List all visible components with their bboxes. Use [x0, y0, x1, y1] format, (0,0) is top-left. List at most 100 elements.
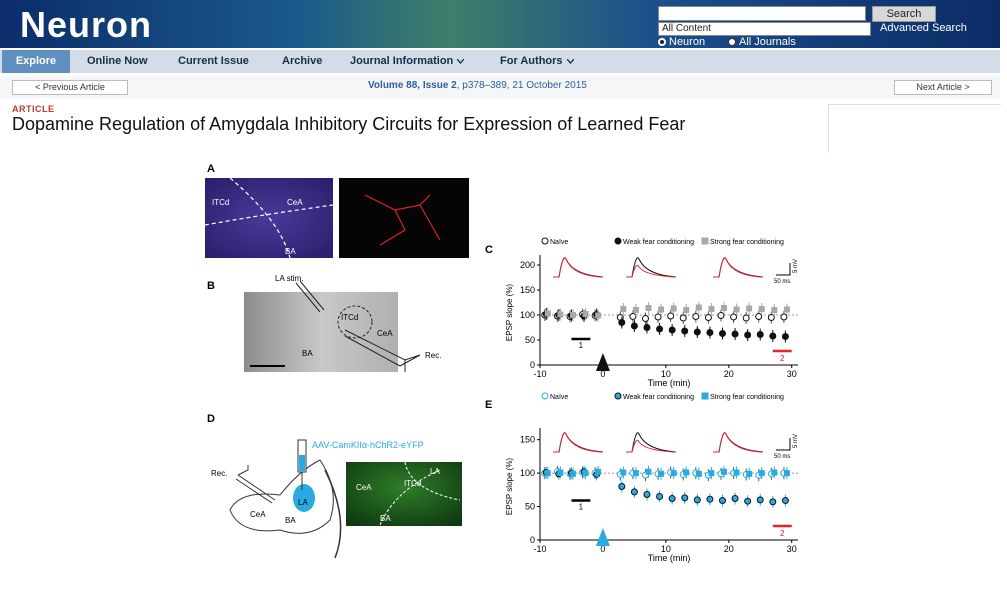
nav-item[interactable]: For Authors — [500, 50, 574, 73]
issue-details: , p378–389, 21 October 2015 — [456, 80, 587, 91]
data-point — [544, 310, 551, 317]
search-button[interactable]: Search — [872, 6, 936, 22]
region-label: BA — [302, 349, 313, 358]
search-input[interactable] — [658, 6, 866, 21]
chevron — [566, 59, 574, 64]
radio[interactable]: All Journals — [728, 36, 796, 48]
stimulus-arrow — [595, 353, 610, 371]
nav-label: Explore — [15, 55, 57, 67]
issue-link[interactable]: Volume 88, Issue 2 — [368, 80, 457, 91]
data-point — [569, 312, 576, 318]
legend-marker — [541, 392, 549, 400]
logo[interactable]: Neuron — [20, 4, 152, 45]
data-point — [658, 470, 665, 477]
injection-site — [293, 484, 315, 512]
data-point — [656, 325, 664, 333]
region-label: CeA — [377, 329, 393, 338]
electrode — [295, 280, 421, 372]
data-point — [630, 322, 638, 330]
advanced-search[interactable]: Advanced Search — [880, 22, 967, 34]
data-point — [771, 469, 778, 476]
period-label: 1 — [579, 503, 584, 512]
data-point — [693, 496, 701, 504]
data-point — [695, 470, 702, 477]
y-tick-label: 50 — [525, 335, 535, 345]
next-article[interactable]: Next Article > — [894, 80, 992, 95]
data-point — [683, 307, 690, 313]
panel-label: C — [485, 244, 493, 256]
region-label: CeA — [356, 483, 372, 492]
data-point — [731, 495, 739, 503]
data-point — [630, 488, 638, 496]
data-point — [731, 330, 739, 338]
nav-label: Journal Information — [350, 55, 454, 67]
x-tick-label: 10 — [661, 369, 671, 379]
data-point — [706, 495, 714, 503]
data-point — [681, 327, 689, 335]
micrograph — [339, 178, 469, 258]
scale-label: 5 mV — [793, 434, 799, 448]
stimulus-arrow — [595, 528, 610, 546]
x-tick-label: 30 — [787, 369, 797, 379]
y-tick-label: 200 — [520, 260, 535, 270]
data-point — [679, 314, 687, 322]
data-point — [569, 470, 576, 477]
scale-bar — [776, 263, 791, 276]
nav-item[interactable]: Journal Information — [350, 50, 465, 73]
region-label: BA — [380, 514, 391, 523]
trace — [626, 432, 677, 453]
data-point — [746, 305, 753, 312]
chevron — [457, 59, 465, 64]
legend-marker — [614, 237, 622, 245]
nav-item[interactable]: Current Issue — [178, 50, 249, 73]
data-point — [632, 470, 639, 477]
data-point — [769, 332, 777, 340]
panel-label: D — [207, 413, 215, 425]
neuron-trace — [364, 194, 441, 246]
nav-bar: Explore Online Now Current Issue Archive… — [0, 50, 1000, 73]
radio-label: All Journals — [739, 36, 796, 48]
legend-marker — [541, 237, 549, 245]
data-point — [645, 468, 652, 475]
boundary — [337, 305, 373, 339]
data-point — [557, 311, 564, 318]
search-scope[interactable]: All Content — [658, 22, 871, 36]
data-point — [667, 312, 675, 320]
data-point — [656, 493, 664, 501]
trace — [713, 432, 764, 453]
legend-label: Naïve — [550, 394, 568, 401]
brain-outline — [324, 469, 342, 559]
x-axis-label: Time (min) — [648, 553, 691, 563]
data-point — [683, 469, 690, 476]
legend-label: Strong fear conditioning — [710, 239, 784, 246]
y-tick-label: 100 — [520, 310, 535, 320]
data-point — [758, 470, 765, 477]
x-tick-label: -10 — [533, 544, 546, 554]
trace — [553, 432, 604, 453]
rec-label: Rec. — [211, 469, 227, 478]
data-point — [756, 496, 764, 504]
data-point — [720, 305, 727, 311]
y-tick-label: 150 — [520, 435, 535, 445]
radio[interactable]: Neuron — [658, 36, 705, 48]
period-label: 1 — [579, 341, 584, 350]
y-tick-label: 100 — [520, 468, 535, 478]
data-point — [758, 306, 765, 312]
data-point — [582, 311, 589, 317]
nav-item[interactable]: Explore — [2, 50, 70, 73]
data-point — [730, 313, 738, 321]
data-point — [717, 312, 725, 319]
data-point — [693, 328, 701, 336]
panel-label: A — [207, 163, 215, 175]
previous-article[interactable]: < Previous Article — [12, 80, 128, 95]
y-tick-label: 150 — [520, 285, 535, 295]
legend-label: Weak fear conditioning — [623, 394, 694, 401]
nav-item[interactable]: Online Now — [87, 50, 148, 73]
nav-item[interactable]: Archive — [282, 50, 322, 73]
x-tick-label: 30 — [787, 544, 797, 554]
data-point — [744, 331, 752, 339]
y-axis-label: EPSP slope (%) — [505, 458, 514, 516]
data-point — [746, 470, 753, 477]
data-point — [783, 470, 790, 477]
